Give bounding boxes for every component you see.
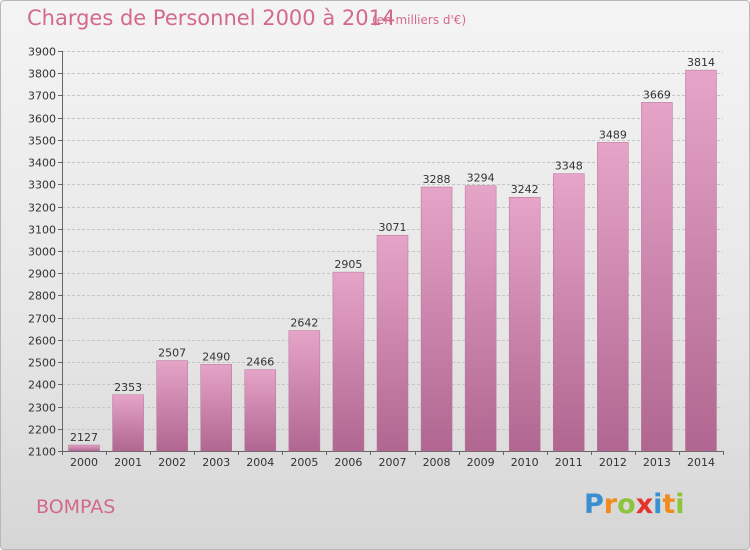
x-tick-label-2001: 2001	[114, 456, 142, 469]
y-tick-label: 3100	[28, 224, 56, 237]
y-tick-label: 3700	[28, 90, 56, 103]
y-tick-label: 2700	[28, 313, 56, 326]
logo-letter: i	[675, 489, 685, 520]
data-label-2013: 3669	[643, 88, 671, 101]
bar-2001	[112, 394, 144, 452]
bar-2008	[420, 186, 453, 452]
x-tick-label-2003: 2003	[202, 456, 230, 469]
y-tick-label: 3000	[28, 246, 56, 259]
data-label-2011: 3348	[555, 160, 583, 173]
y-tick-label: 2400	[28, 379, 56, 392]
data-label-2014: 3814	[687, 56, 715, 69]
data-label-2003: 2490	[202, 350, 230, 363]
y-tick-label: 2200	[28, 424, 56, 437]
chart-subtitle: (en milliers d'€)	[372, 13, 467, 27]
bars	[68, 69, 717, 452]
x-tick-label-2008: 2008	[423, 456, 451, 469]
chart-title: Charges de Personnel 2000 à 2014	[27, 6, 396, 30]
proxiti-logo: Proxiti	[584, 489, 685, 520]
x-tick-label-2014: 2014	[687, 456, 715, 469]
bar-2014	[685, 69, 717, 452]
logo-letter: t	[662, 489, 676, 520]
data-label-2006: 2905	[334, 258, 362, 271]
y-tick-label: 2900	[28, 268, 56, 281]
data-label-2009: 3294	[467, 172, 495, 185]
bar-2004	[244, 369, 277, 452]
y-tick-label: 3300	[28, 179, 56, 192]
y-tick-label: 2600	[28, 335, 56, 348]
x-tick-label-2004: 2004	[246, 456, 274, 469]
y-tick-label: 3900	[28, 46, 56, 59]
y-tick-label: 3500	[28, 135, 56, 148]
bar-chart: 2100 2200 2300 2400 2500 2600 2700 2800 2900 3000…	[28, 46, 724, 469]
data-label-2004: 2466	[246, 356, 274, 369]
x-tick-label-2006: 2006	[334, 456, 362, 469]
logo-letter: P	[584, 489, 604, 520]
bar-2000	[68, 444, 100, 452]
logo-letter: r	[603, 489, 618, 520]
commune-name: BOMPAS	[36, 496, 116, 518]
y-tick-label: 3200	[28, 202, 56, 215]
x-tick-label-2010: 2010	[511, 456, 539, 469]
y-tick-label: 2500	[28, 357, 56, 370]
bar-2013	[641, 102, 673, 452]
data-label-2008: 3288	[423, 173, 451, 186]
data-labels: 2127 2353 2507 2490 2466 2642 2905 3071 3288 3294…	[70, 56, 715, 444]
bar-2012	[597, 142, 629, 452]
bar-2009	[464, 185, 497, 452]
logo-letter: i	[653, 489, 663, 520]
y-tick-label: 3800	[28, 68, 56, 81]
bar-2002	[156, 360, 188, 452]
data-label-2001: 2353	[114, 381, 142, 394]
x-tick-label-2012: 2012	[599, 456, 627, 469]
x-tick-label-2009: 2009	[467, 456, 495, 469]
logo-letter: x	[635, 489, 654, 520]
y-tick-label: 2800	[28, 290, 56, 303]
data-label-2010: 3242	[511, 183, 539, 196]
x-tick-label-2000: 2000	[70, 456, 98, 469]
data-label-2012: 3489	[599, 128, 627, 141]
data-label-2002: 2507	[158, 347, 186, 360]
x-tick-label-2007: 2007	[379, 456, 407, 469]
axes: 2100 2200 2300 2400 2500 2600 2700 2800 2900 3000…	[28, 46, 724, 469]
bar-2003	[200, 364, 232, 452]
data-label-2007: 3071	[379, 221, 407, 234]
bar-2006	[332, 271, 365, 452]
data-label-2005: 2642	[290, 317, 318, 330]
y-tick-label: 2300	[28, 402, 56, 415]
y-tick-label: 3400	[28, 157, 56, 170]
y-tick-label: 3600	[28, 113, 56, 126]
x-tick-label-2011: 2011	[555, 456, 583, 469]
bar-2011	[553, 173, 585, 452]
data-label-2000: 2127	[70, 431, 98, 444]
bar-2007	[376, 234, 409, 452]
x-tick-label-2005: 2005	[290, 456, 318, 469]
y-tick-label: 2100	[28, 446, 56, 459]
bar-2005	[288, 330, 321, 452]
logo-letter: o	[617, 489, 636, 520]
x-tick-label-2002: 2002	[158, 456, 186, 469]
bar-2010	[508, 196, 541, 452]
x-tick-label-2013: 2013	[643, 456, 671, 469]
